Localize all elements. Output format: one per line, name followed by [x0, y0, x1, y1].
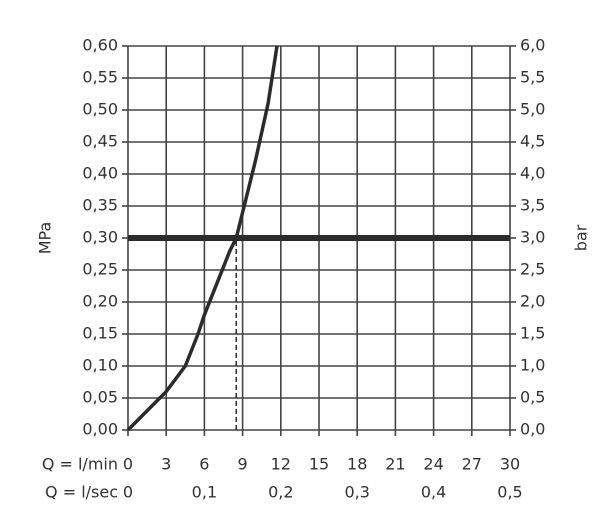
y-axis-label: MPa: [36, 222, 55, 255]
y-tick-label: 0,15: [82, 324, 118, 343]
x-tick-label: 9: [238, 455, 248, 474]
y-tick-label: 0,05: [82, 388, 118, 407]
x2-tick-label: 0,3: [344, 483, 369, 502]
x-tick-label: 27: [462, 455, 482, 474]
x-tick-label: 15: [309, 455, 329, 474]
y2-tick-label: 5,5: [520, 68, 545, 87]
x-tick-label: 18: [347, 455, 367, 474]
x-tick-label: 21: [385, 455, 405, 474]
x2-tick-label: 0,4: [421, 483, 446, 502]
y2-tick-label: 4,0: [520, 164, 545, 183]
x2-axis-label: Q = l/sec: [45, 483, 118, 502]
y-tick-label: 0,60: [82, 36, 118, 55]
y-tick-label: 0,20: [82, 292, 118, 311]
y2-tick-label: 1,5: [520, 324, 545, 343]
y2-tick-label: 6,0: [520, 36, 545, 55]
y2-tick-label: 2,5: [520, 260, 545, 279]
x-tick-label: 0: [123, 455, 133, 474]
x2-tick-label: 0,1: [192, 483, 217, 502]
x-tick-label: 30: [500, 455, 520, 474]
y-tick-label: 0,35: [82, 196, 118, 215]
y2-tick-label: 0,0: [520, 420, 545, 439]
x-axis-label: Q = l/min: [42, 455, 118, 474]
y-tick-label: 0,40: [82, 164, 118, 183]
x-tick-label: 24: [423, 455, 443, 474]
y-tick-label: 0,10: [82, 356, 118, 375]
y2-tick-label: 5,0: [520, 100, 545, 119]
y2-tick-label: 0,5: [520, 388, 545, 407]
y-tick-label: 0,45: [82, 132, 118, 151]
x2-tick-label: 0,5: [497, 483, 522, 502]
x-tick-label: 6: [199, 455, 209, 474]
y-tick-label: 0,55: [82, 68, 118, 87]
x2-tick-label: 0,2: [268, 483, 293, 502]
y2-axis-label: bar: [572, 224, 591, 251]
y-tick-label: 0,50: [82, 100, 118, 119]
x2-tick-label: 0: [123, 483, 133, 502]
x-tick-label: 3: [161, 455, 171, 474]
y-tick-label: 0,25: [82, 260, 118, 279]
flow-curve: [126, 45, 279, 432]
x-tick-label: 12: [271, 455, 291, 474]
y2-tick-label: 1,0: [520, 356, 545, 375]
y-tick-label: 0,00: [82, 420, 118, 439]
y2-tick-label: 3,0: [520, 228, 545, 247]
y2-tick-label: 3,5: [520, 196, 545, 215]
y2-tick-label: 4,5: [520, 132, 545, 151]
y-tick-label: 0,30: [82, 228, 118, 247]
y2-tick-label: 2,0: [520, 292, 545, 311]
